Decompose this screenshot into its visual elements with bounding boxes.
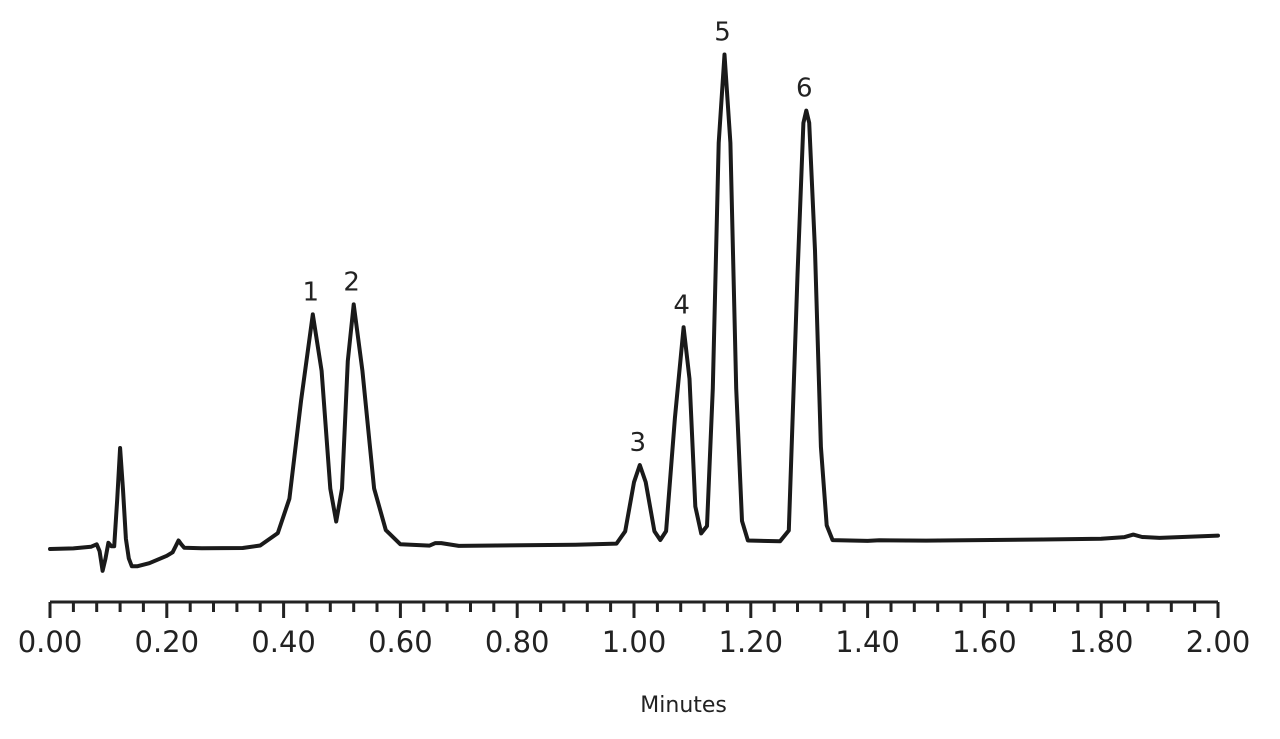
x-ticks: 0.00 0.20 0.40 0.60 0.80 1.00 1.20 1.40 1.60 1.80… bbox=[18, 602, 1251, 659]
peak-label-4: 4 bbox=[673, 290, 690, 320]
x-axis: 0.00 0.20 0.40 0.60 0.80 1.00 1.20 1.40 1.60 1.80… bbox=[18, 600, 1251, 659]
x-tick-label: 1.60 bbox=[952, 625, 1017, 659]
peak-label-5: 5 bbox=[714, 18, 731, 48]
peak-label-3: 3 bbox=[630, 428, 647, 458]
chromatogram-trace bbox=[48, 52, 1220, 573]
peak-labels: 1 2 3 4 5 6 bbox=[303, 18, 813, 459]
peak-label-1: 1 bbox=[303, 277, 320, 307]
x-tick-label: 1.00 bbox=[602, 625, 667, 659]
x-tick-label: 0.00 bbox=[18, 625, 83, 659]
x-tick-label: 0.60 bbox=[368, 625, 433, 659]
x-tick-label: 0.80 bbox=[485, 625, 550, 659]
x-tick-label: 0.40 bbox=[251, 625, 316, 659]
x-axis-title: Minutes bbox=[640, 693, 727, 718]
x-tick-label: 1.80 bbox=[1069, 625, 1134, 659]
peak-label-2: 2 bbox=[343, 267, 360, 297]
x-tick-label: 2.00 bbox=[1186, 625, 1251, 659]
x-tick-label: 1.40 bbox=[835, 625, 900, 659]
peak-label-6: 6 bbox=[796, 74, 813, 104]
x-tick-label: 1.20 bbox=[719, 625, 784, 659]
x-tick-label: 0.20 bbox=[135, 625, 200, 659]
trace-layer bbox=[48, 52, 1220, 573]
